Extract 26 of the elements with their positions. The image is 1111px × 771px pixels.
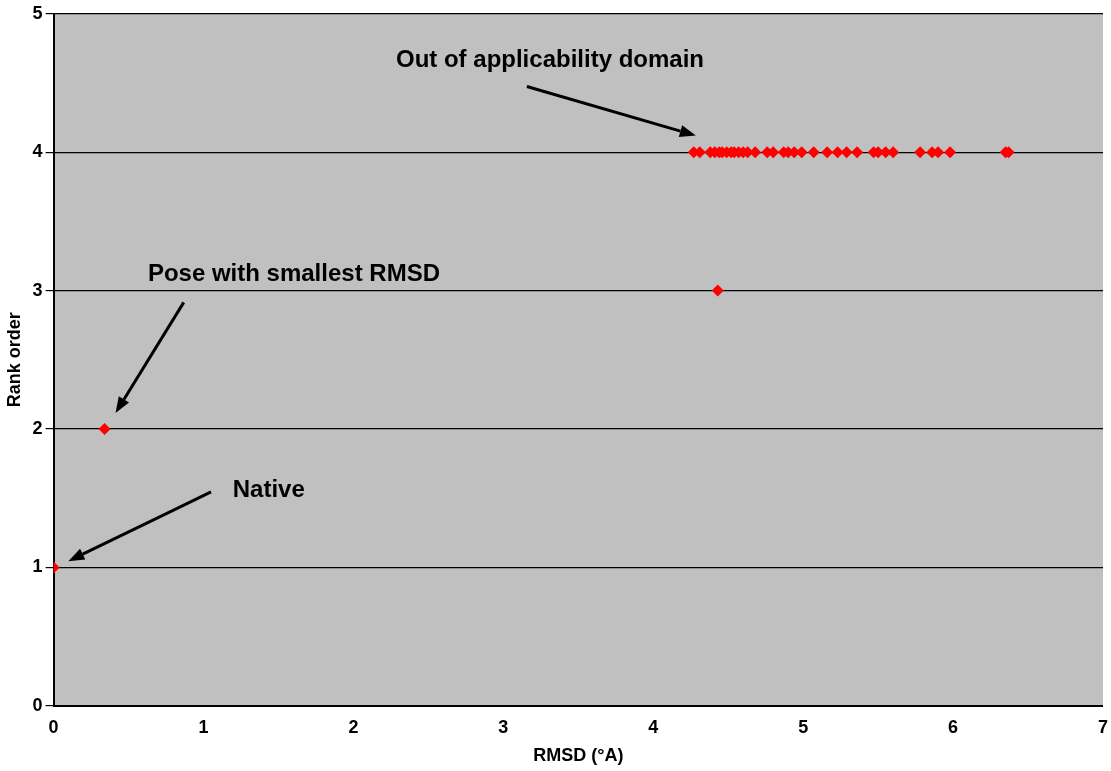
- point: [914, 146, 927, 159]
- annotation: Out of applicability domain: [395, 44, 704, 72]
- x-tick-label: 2: [348, 716, 359, 737]
- x-tick-label: 1: [198, 716, 209, 737]
- x-tick-label: 3: [498, 716, 509, 737]
- point: [851, 146, 864, 159]
- y-axis-title: Rank order: [3, 312, 24, 408]
- x-axis-title: RMSD (°A): [533, 745, 624, 766]
- y-tick-label: 5: [32, 2, 43, 23]
- x-tick-label: 0: [48, 716, 59, 737]
- y-tick-label: 2: [32, 417, 43, 438]
- point: [944, 146, 957, 159]
- point: [807, 146, 820, 159]
- x-tick-label: 7: [1097, 716, 1108, 737]
- point: [821, 146, 834, 159]
- y-tick-label: 0: [32, 694, 43, 715]
- annotation: Pose with smallest RMSD: [147, 259, 440, 287]
- x-tick-label: 4: [648, 716, 659, 737]
- x-tick-label: 5: [798, 716, 809, 737]
- y-tick-label: 4: [32, 141, 43, 162]
- y-tick-label: 3: [32, 279, 43, 300]
- point: [98, 423, 111, 435]
- y-tick-label: 1: [32, 556, 43, 577]
- x-tick-label: 6: [948, 716, 959, 737]
- annotation: Native: [232, 474, 305, 502]
- point: [711, 284, 724, 297]
